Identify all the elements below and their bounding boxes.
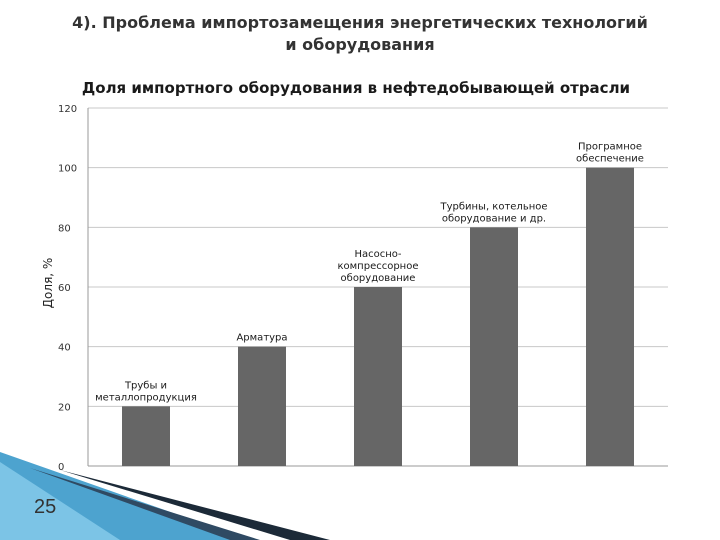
y-tick-label: 60 bbox=[58, 283, 71, 294]
slide-title-line-2: и оборудования bbox=[285, 35, 435, 54]
y-tick-label: 100 bbox=[58, 164, 77, 175]
page-number: 25 bbox=[34, 496, 57, 518]
decor-light-wedge bbox=[0, 462, 120, 540]
y-axis-ticks: 0 20 40 60 80 100 120 bbox=[58, 104, 77, 473]
y-tick-label: 80 bbox=[58, 223, 71, 234]
y-axis-label: Доля, % bbox=[41, 258, 55, 309]
bar-label: Насосно-компрессорное оборудование bbox=[337, 249, 418, 284]
chart-gridlines bbox=[87, 107, 668, 467]
chart-bars bbox=[122, 167, 634, 466]
y-tick-label: 120 bbox=[58, 104, 77, 115]
slide-title: 4). Проблема импортозамещения энергетиче… bbox=[20, 12, 700, 56]
slide-corner-decoration bbox=[0, 452, 330, 540]
slide-title-line-1: 4). Проблема импортозамещения энергетиче… bbox=[72, 13, 648, 32]
bar bbox=[354, 287, 402, 466]
chart-title: Доля импортного оборудования в нефтедобы… bbox=[82, 79, 630, 97]
decor-mid-stripe bbox=[30, 468, 260, 540]
bar bbox=[470, 227, 518, 466]
bar-label: Трубы и металлопродукция bbox=[95, 380, 197, 403]
bar bbox=[586, 167, 634, 466]
bar-labels: Трубы и металлопродукция Арматура Насосно-к… bbox=[95, 142, 644, 404]
bar-label: Турбины, котельное оборудование и др. bbox=[439, 201, 547, 224]
y-tick-label: 20 bbox=[58, 402, 71, 413]
bar bbox=[238, 346, 286, 466]
bar bbox=[122, 406, 170, 466]
y-tick-label: 40 bbox=[58, 343, 71, 354]
decor-dark-stripe bbox=[60, 470, 330, 540]
bar-label: Програмное обеспечение bbox=[576, 142, 644, 165]
y-tick-label: 0 bbox=[58, 462, 64, 473]
bar-label: Арматура bbox=[236, 333, 287, 344]
